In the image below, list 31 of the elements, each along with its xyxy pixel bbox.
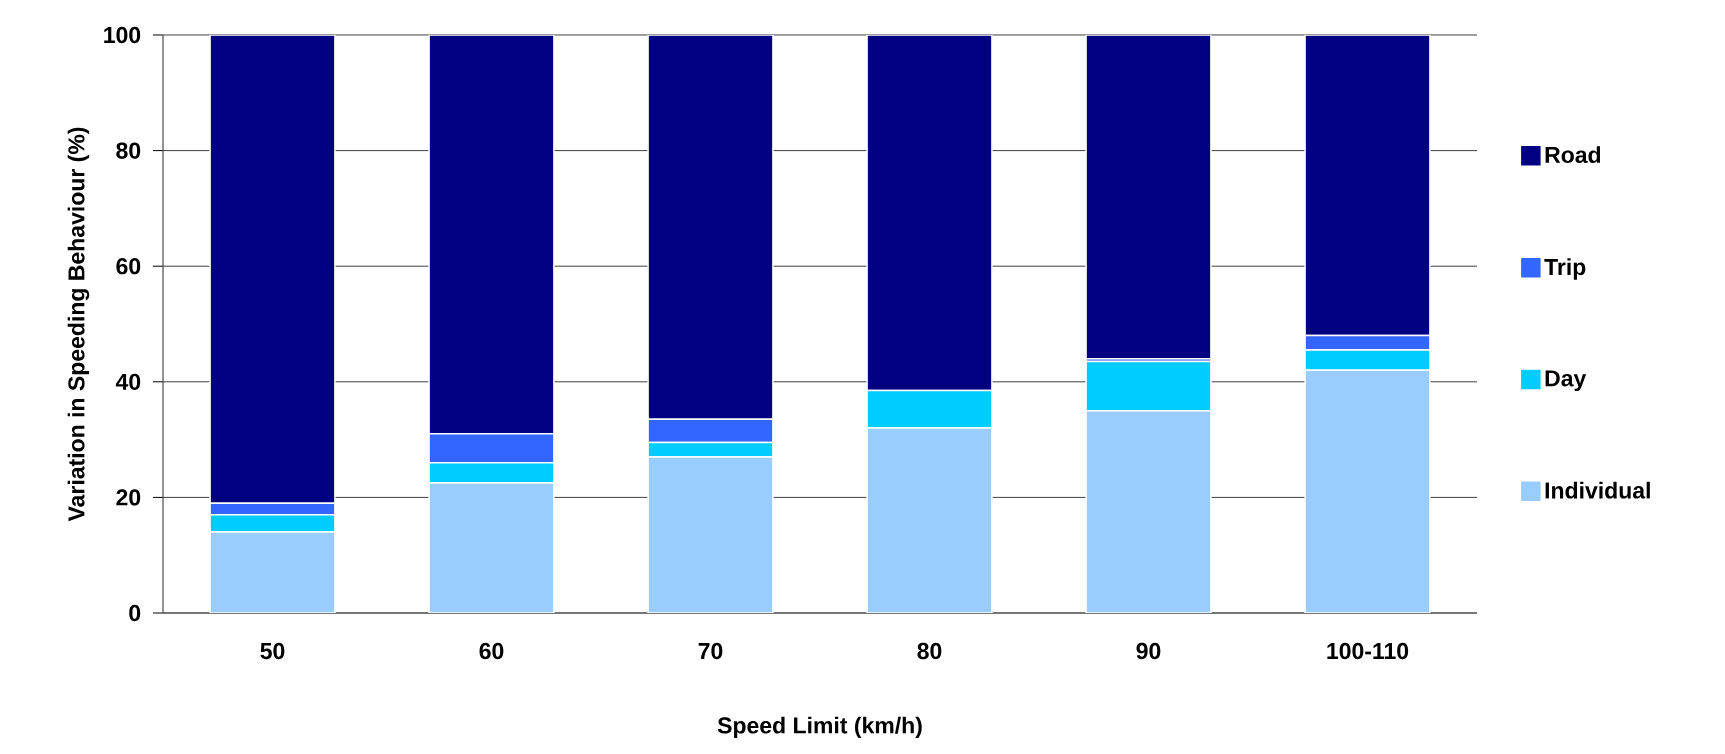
- bar: [1304, 369, 1431, 613]
- legend-label: Road: [1545, 146, 1601, 164]
- y-tick-label: 60: [116, 258, 141, 275]
- y-tick-label: 40: [115, 373, 141, 390]
- bar: [647, 34, 774, 421]
- x-axis-title: Speed Limit (km/h): [717, 716, 922, 739]
- x-tick-label: 90: [1136, 642, 1161, 660]
- bar: [1304, 34, 1431, 337]
- y-tick-label: 80: [116, 142, 141, 159]
- y-tick-label: 100: [104, 26, 141, 44]
- y-tick-label: 0: [129, 604, 141, 622]
- legend-label: Individual: [1545, 481, 1650, 499]
- bar: [866, 389, 993, 429]
- bar: [428, 482, 555, 613]
- bar: [1085, 34, 1212, 360]
- x-tick-label: 80: [917, 642, 942, 660]
- bar: [866, 34, 993, 392]
- legend-label: Day: [1545, 370, 1587, 392]
- x-tick-label: 60: [479, 642, 504, 660]
- x-tick-label: 70: [698, 642, 723, 660]
- bar: [1085, 409, 1212, 613]
- legend-label: Trip: [1544, 258, 1586, 280]
- y-axis-title: Variation in Speeding Behaviour (%): [67, 127, 90, 522]
- bar: [209, 531, 336, 613]
- x-tick-label: 50: [260, 642, 285, 660]
- y-tick-label: 20: [116, 489, 141, 506]
- bar: [866, 427, 993, 613]
- x-tick-label: 100-110: [1327, 642, 1409, 660]
- bar: [428, 34, 555, 435]
- bar: [647, 456, 774, 613]
- bar: [209, 34, 336, 504]
